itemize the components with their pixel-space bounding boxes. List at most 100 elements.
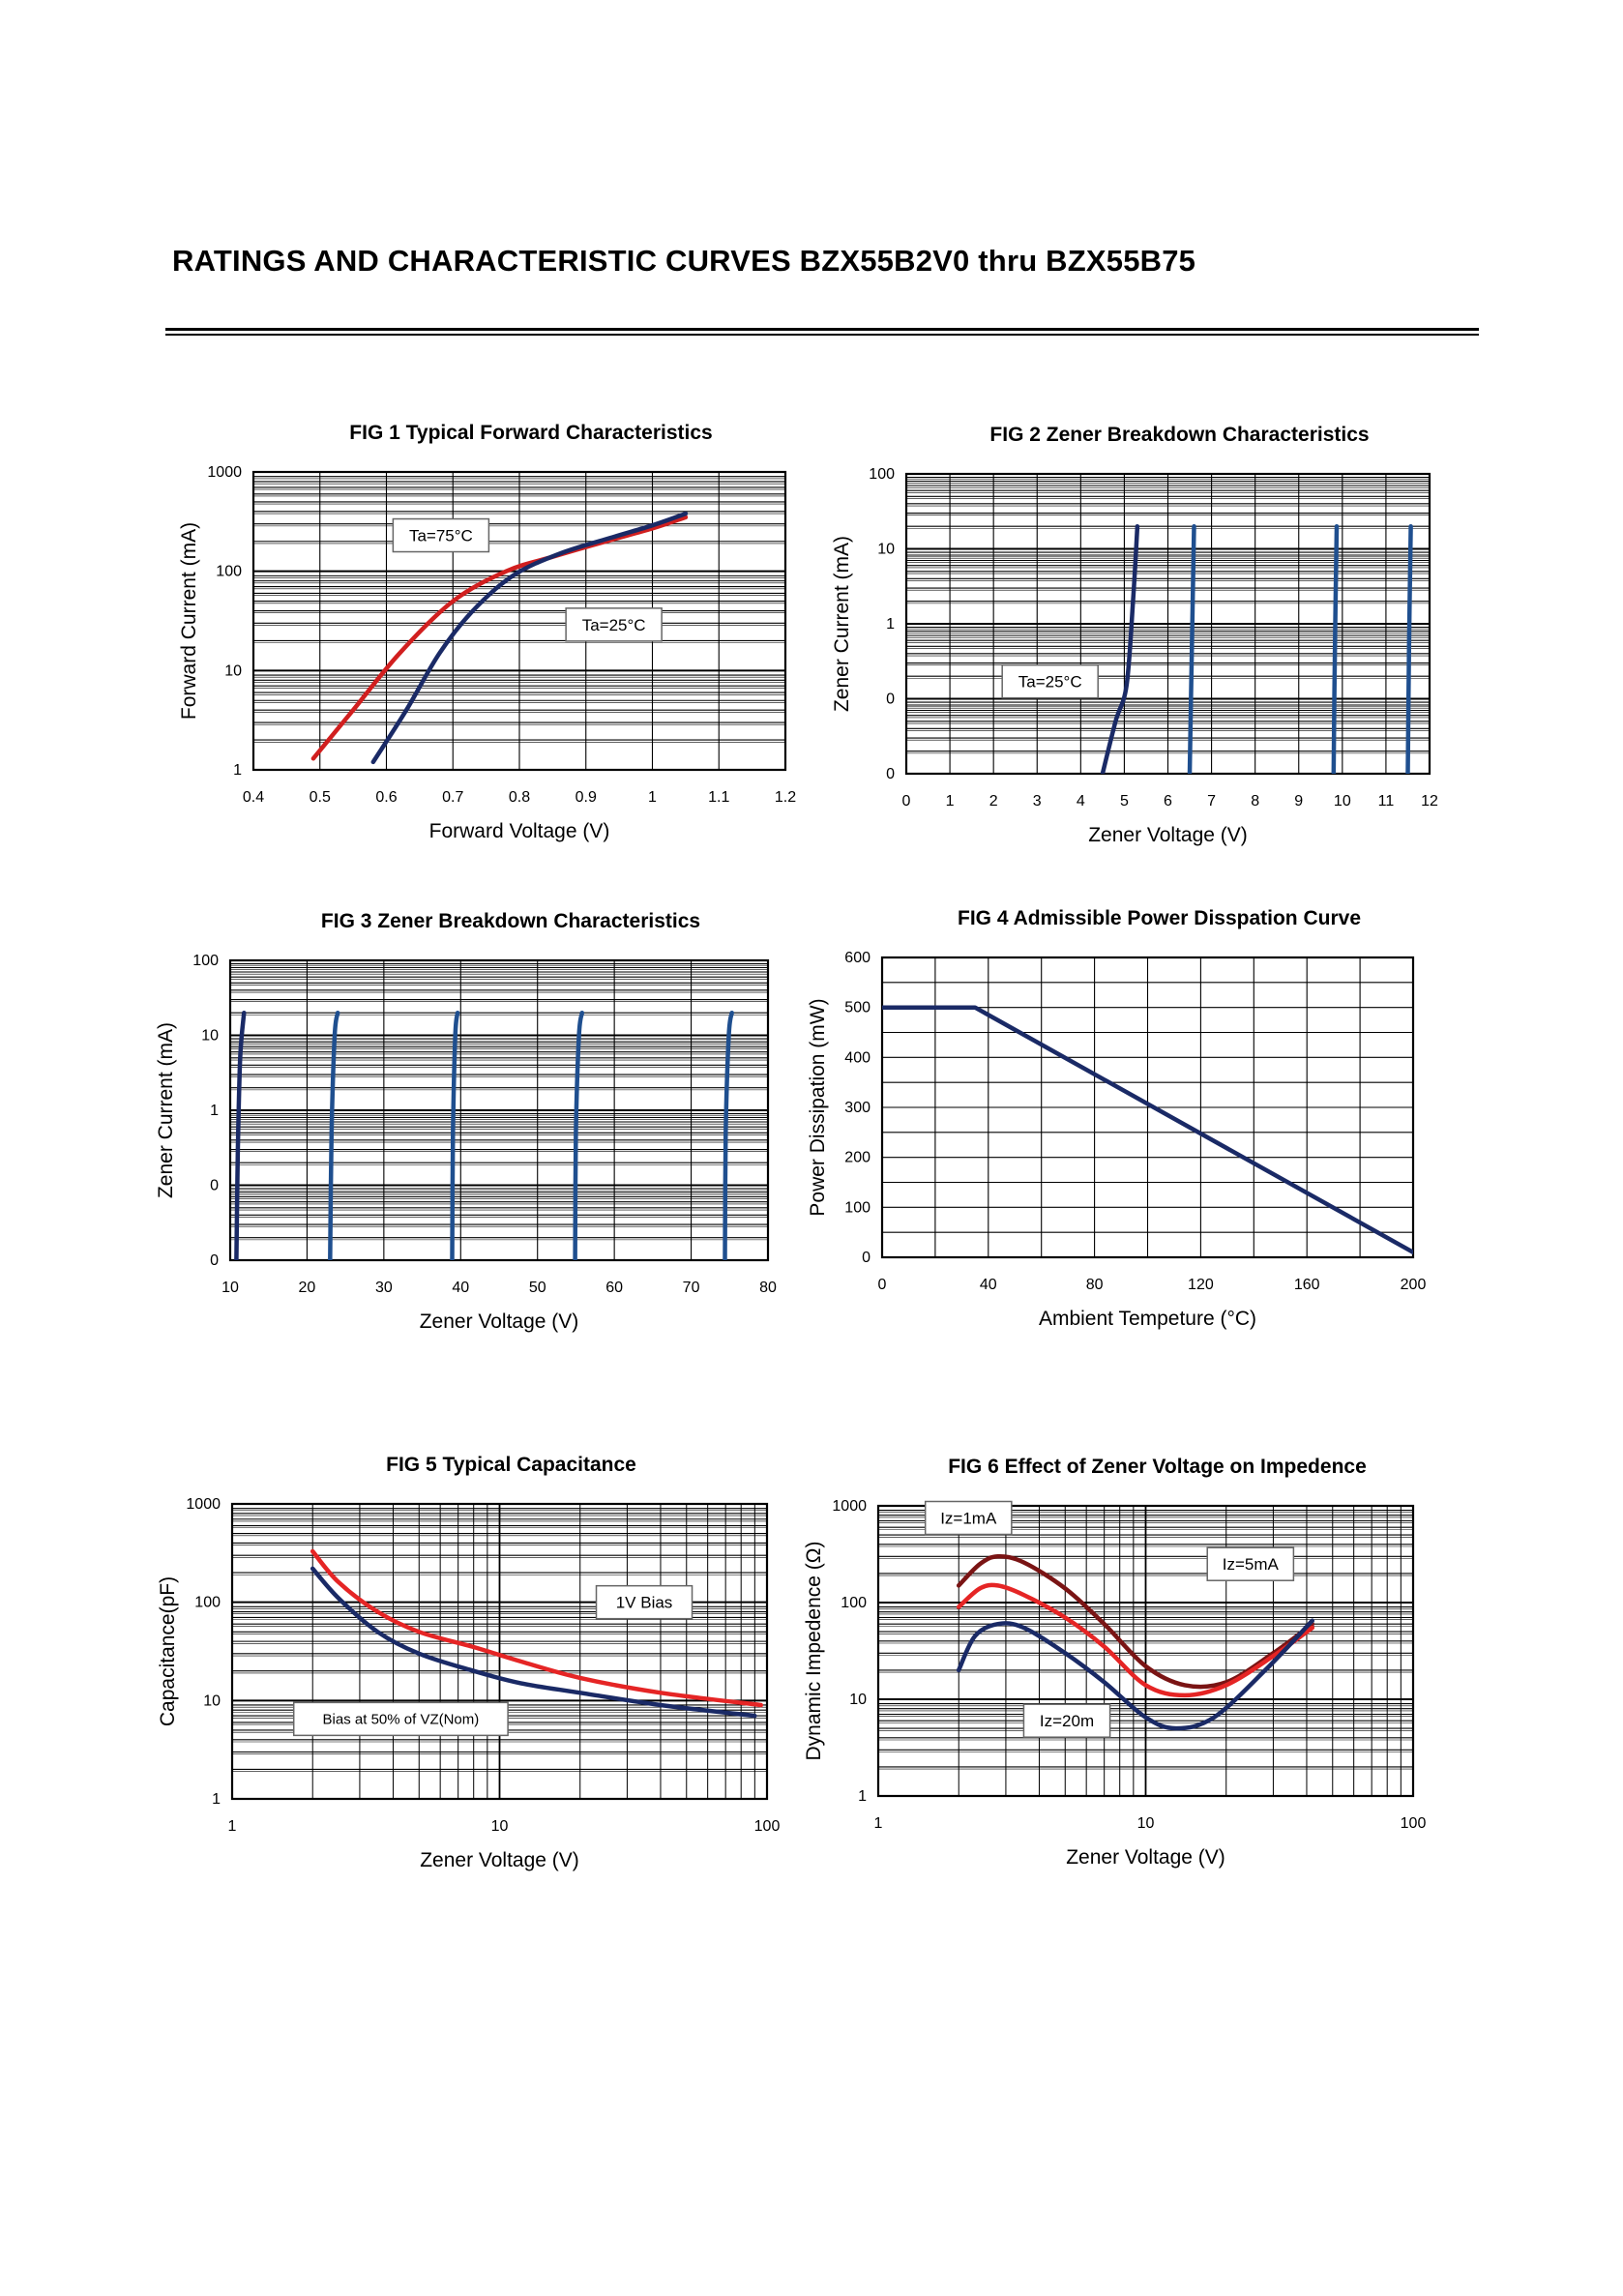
header-rule-top	[165, 328, 1479, 331]
fig6-title: FIG 6 Effect of Zener Voltage on Impeden…	[948, 1456, 1367, 1478]
x-tick-label: 0.6	[375, 789, 397, 806]
y-tick-label: 100	[869, 466, 895, 483]
fig5-grid	[232, 1504, 767, 1799]
y-tick-label: 10	[849, 1692, 867, 1708]
x-tick-label: 1	[874, 1815, 883, 1832]
x-tick-label: 1	[946, 793, 955, 809]
fig2-title: FIG 2 Zener Breakdown Characteristics	[989, 424, 1369, 446]
fig6-annotation-box	[1022, 1703, 1111, 1738]
x-tick-label: 10	[1334, 793, 1351, 809]
x-tick-label: 80	[1086, 1277, 1104, 1293]
x-tick-label: 100	[754, 1818, 781, 1835]
header-rule-bottom	[165, 334, 1479, 336]
y-tick-label: 0	[886, 766, 895, 782]
fig2-annotation-1: Ta=25°C	[1018, 673, 1082, 692]
fig5-annotation-1: 1V Bias	[616, 1594, 673, 1612]
y-tick-label: 10	[224, 662, 242, 679]
x-tick-label: 3	[1033, 793, 1042, 809]
fig1-y-axis-label: Forward Current (mA)	[178, 522, 200, 720]
fig2-series-4-line	[1405, 523, 1413, 774]
fig6-x-axis-label: Zener Voltage (V)	[1066, 1846, 1225, 1869]
x-tick-label: 10	[491, 1818, 509, 1835]
x-tick-label: 10	[1137, 1815, 1155, 1832]
fig3-x-axis-label: Zener Voltage (V)	[420, 1310, 579, 1333]
x-tick-label: 20	[299, 1280, 316, 1296]
y-tick-label: 0	[210, 1178, 219, 1194]
x-tick-label: 1	[648, 789, 657, 806]
x-tick-label: 70	[683, 1280, 700, 1296]
fig6-annotation-box	[1206, 1546, 1295, 1581]
x-tick-label: 60	[605, 1280, 623, 1296]
fig4-frame	[880, 956, 1415, 1259]
x-tick-label: 6	[1164, 793, 1172, 809]
fig4-x-axis-label: Ambient Tempeture (°C)	[1039, 1308, 1256, 1330]
fig6-annotation-3: Iz=20m	[1040, 1712, 1094, 1730]
fig2-frame	[904, 472, 1431, 776]
y-tick-label: 1000	[832, 1498, 867, 1515]
fig2-x-axis-label: Zener Voltage (V)	[1088, 824, 1248, 846]
fig2-series-1-line	[1100, 523, 1140, 774]
x-tick-label: 0.5	[310, 789, 331, 806]
fig6-frame	[876, 1504, 1415, 1798]
fig5-annotation-box	[595, 1584, 693, 1620]
y-tick-label: 600	[844, 950, 871, 966]
fig1-series-2-line	[370, 511, 689, 765]
x-tick-label: 0	[902, 793, 911, 809]
fig3-frame	[228, 958, 770, 1262]
y-tick-label: 100	[841, 1595, 867, 1611]
y-tick-label: 1	[210, 1103, 219, 1119]
y-tick-label: 10	[877, 542, 895, 558]
fig6-y-axis-label: Dynamic Impedence (Ω)	[803, 1542, 825, 1761]
x-tick-label: 0.9	[575, 789, 597, 806]
fig2-y-axis-label: Zener Current (mA)	[831, 536, 853, 712]
x-tick-label: 1.2	[775, 789, 796, 806]
fig6-annotation-box	[924, 1500, 1013, 1536]
y-tick-label: 1	[212, 1791, 221, 1808]
fig6-series-3-line	[956, 1618, 1315, 1731]
fig6-series-2-line	[956, 1582, 1315, 1698]
y-tick-label: 1	[233, 762, 242, 779]
fig6-chart: 1 10 100 1 10 100 1000 FIG 6 Effect of Zener Vo…	[803, 1456, 1426, 1869]
fig5-series-1-line	[310, 1548, 764, 1708]
x-tick-label: 40	[980, 1277, 997, 1293]
x-tick-label: 30	[375, 1280, 393, 1296]
fig5-y-axis-label: Capacitance(pF)	[157, 1576, 179, 1726]
x-tick-label: 7	[1207, 793, 1216, 809]
fig5-annotation-2: Bias at 50% of VZ(Nom)	[323, 1712, 480, 1728]
fig1-x-axis-label: Forward Voltage (V)	[429, 820, 610, 842]
y-tick-label: 1000	[186, 1496, 221, 1513]
y-tick-label: 100	[216, 564, 242, 580]
fig4-y-axis-label: Power Dissipation (mW)	[807, 998, 829, 1216]
fig3-series-3-line	[450, 1010, 460, 1260]
fig3-title: FIG 3 Zener Breakdown Characteristics	[321, 910, 700, 932]
x-tick-label: 50	[529, 1280, 546, 1296]
x-tick-label: 0.4	[243, 789, 264, 806]
y-tick-label: 1	[858, 1788, 867, 1805]
fig3-series-4-line	[573, 1010, 585, 1260]
fig3-series-2-line	[328, 1010, 340, 1260]
fig1-grid	[252, 472, 786, 770]
x-tick-label: 0.8	[509, 789, 530, 806]
fig3-series-1-line	[234, 1010, 247, 1260]
y-tick-label: 10	[201, 1028, 219, 1045]
y-tick-label: 0	[210, 1252, 219, 1269]
x-tick-label: 11	[1378, 793, 1395, 809]
fig5-frame	[230, 1502, 769, 1801]
x-tick-label: 160	[1294, 1277, 1320, 1293]
y-tick-label: 100	[192, 953, 219, 969]
y-tick-label: 10	[203, 1693, 221, 1709]
page-title: RATINGS AND CHARACTERISTIC CURVES BZX55B…	[172, 244, 1196, 278]
y-tick-label: 400	[844, 1049, 871, 1066]
x-tick-label: 12	[1421, 793, 1438, 809]
y-tick-label: 300	[844, 1100, 871, 1116]
fig6-annotation-1: Iz=1mA	[940, 1509, 997, 1527]
fig5-chart: 1 10 100 1 10 100 1000 FIG 5 Typical Capacitanc…	[157, 1454, 780, 1871]
x-tick-label: 10	[221, 1280, 239, 1296]
x-tick-label: 2	[989, 793, 998, 809]
fig5-series-2-line	[310, 1566, 757, 1719]
fig4-grid	[882, 957, 1413, 1257]
y-tick-label: 100	[844, 1199, 871, 1216]
fig4-chart: 0 40 80 120 160 200 0 100 200 300 400 500 600 FIG 4 A…	[807, 907, 1426, 1330]
y-tick-label: 100	[194, 1595, 221, 1611]
